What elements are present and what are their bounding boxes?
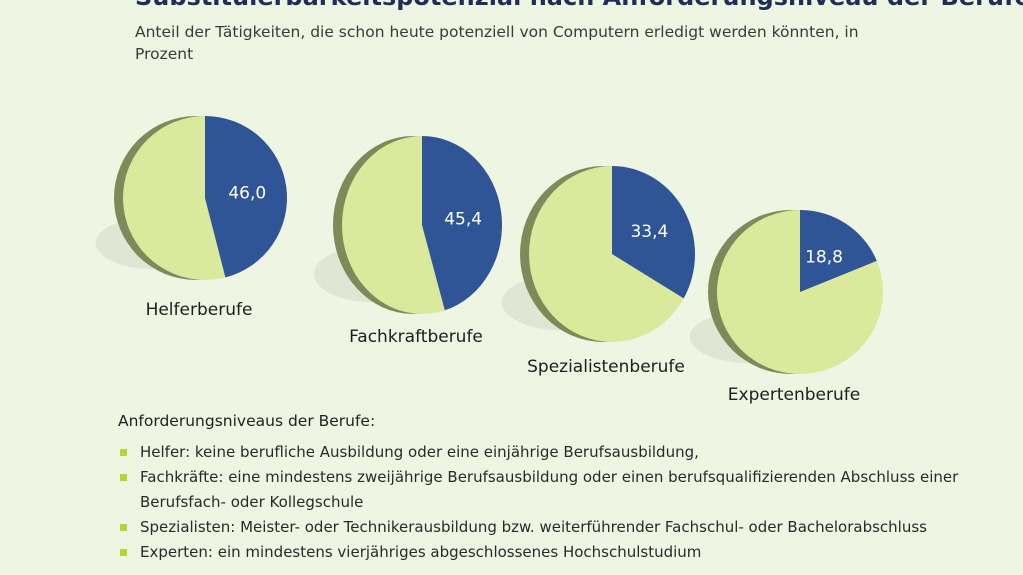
pie-category-label: Spezialistenberufe: [527, 357, 685, 377]
pie-slice-substitutable: [612, 166, 695, 299]
bullet-icon: [120, 474, 127, 481]
legend-item-experten: Experten: ein mindestens vierjähriges ab…: [118, 540, 998, 565]
bullet-icon: [120, 449, 127, 456]
pie-charts: 46,0 Helferberufe 45,4 Fachkraftberufe 33,4 S…: [95, 116, 883, 405]
pie-slice-substitutable: [800, 210, 877, 292]
bullet-icon: [120, 524, 127, 531]
legend-title: Anforderungsniveaus der Berufe:: [118, 412, 376, 430]
pie-value-label: 18,8: [805, 248, 843, 268]
chart-title: Substituierbarkeitspotenzial nach Anford…: [135, 0, 1023, 11]
pie-2: 45,4 Fachkraftberufe: [314, 136, 503, 347]
legend-item-text: Experten: ein mindestens vierjähriges ab…: [140, 543, 702, 561]
pie-1: 46,0 Helferberufe: [95, 116, 288, 320]
chart-subtitle: Anteil der Tätigkeiten, die schon heute …: [135, 23, 859, 63]
pie-slice-substitutable: [205, 116, 288, 278]
pie-value-label: 45,4: [444, 209, 482, 229]
pie-3: 33,4 Spezialistenberufe: [501, 166, 695, 377]
legend-item-helfer: Helfer: keine berufliche Ausbildung oder…: [118, 440, 998, 465]
legend-item-text: Fachkräfte: eine mindestens zweijährige …: [140, 468, 959, 511]
legend-item-fachkraefte: Fachkräfte: eine mindestens zweijährige …: [118, 465, 998, 515]
legend-item-text: Spezialisten: Meister- oder Technikeraus…: [140, 518, 927, 536]
pie-category-label: Fachkraftberufe: [349, 327, 483, 347]
bullet-icon: [120, 549, 127, 556]
legend-list: Helfer: keine berufliche Ausbildung oder…: [118, 440, 998, 565]
legend-item-text: Helfer: keine berufliche Ausbildung oder…: [140, 443, 699, 461]
pie-category-label: Expertenberufe: [728, 385, 860, 405]
pie-slice-substitutable: [422, 136, 503, 311]
pie-4: 18,8 Expertenberufe: [689, 210, 883, 405]
pie-value-label: 46,0: [228, 184, 266, 204]
pie-category-label: Helferberufe: [146, 300, 253, 320]
pie-value-label: 33,4: [630, 222, 668, 242]
legend-item-spezialisten: Spezialisten: Meister- oder Technikeraus…: [118, 515, 998, 540]
